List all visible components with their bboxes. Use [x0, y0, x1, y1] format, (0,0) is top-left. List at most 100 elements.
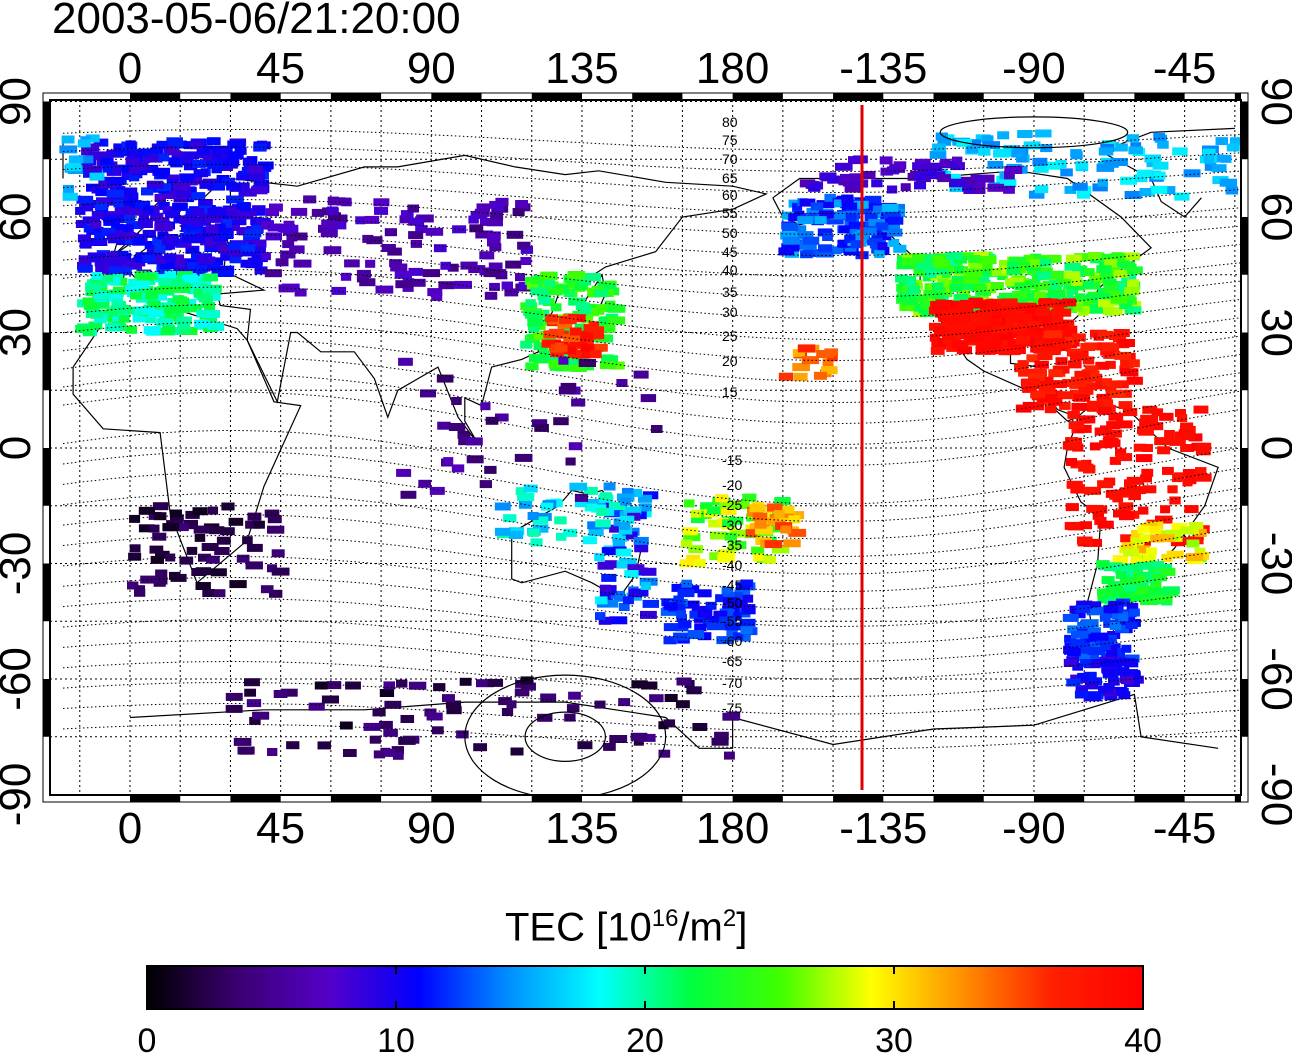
tec-cell — [583, 273, 601, 281]
tec-cell — [186, 546, 198, 555]
tec-cell — [1034, 267, 1053, 276]
tec-cell — [114, 205, 131, 214]
right-lat-tick-label: -30 — [1252, 532, 1292, 596]
tec-cell — [1100, 425, 1112, 434]
mag-contour-line — [62, 268, 1241, 320]
tec-cell — [476, 203, 490, 212]
tec-cell — [199, 199, 213, 208]
tec-cell — [94, 202, 108, 211]
tec-cell — [1080, 659, 1091, 667]
tec-cell — [853, 155, 868, 164]
tec-cell — [204, 302, 215, 310]
tec-cell — [708, 519, 725, 528]
tec-cell — [742, 493, 757, 502]
tec-cell — [718, 549, 736, 557]
tec-cell — [554, 516, 567, 525]
tec-cell — [965, 139, 982, 148]
tec-cell — [1126, 602, 1139, 611]
tec-cell — [157, 201, 170, 210]
tec-cell — [914, 172, 927, 181]
tec-cell — [264, 269, 282, 278]
tec-cell — [1116, 420, 1133, 429]
tec-cell — [888, 216, 904, 225]
tec-cell — [1041, 388, 1056, 397]
tec-cell — [80, 203, 94, 212]
tec-cell — [475, 230, 494, 239]
tec-cell — [211, 151, 223, 160]
mag-contour-line — [62, 639, 1241, 680]
tec-cell — [595, 596, 608, 605]
tec-cell — [607, 304, 626, 313]
tec-cell — [504, 288, 519, 297]
tec-cell — [697, 609, 713, 618]
tec-cell — [618, 603, 630, 611]
tec-cell — [979, 326, 996, 335]
tec-cell — [242, 157, 253, 166]
tec-cell — [1103, 282, 1119, 291]
tec-cell — [102, 164, 114, 173]
tec-cell — [129, 514, 141, 523]
tec-cell — [963, 275, 980, 284]
tec-cell — [76, 195, 94, 204]
tec-cell — [431, 726, 444, 735]
tec-cell — [1032, 157, 1048, 166]
tec-cell — [138, 506, 155, 515]
tec-cell — [649, 694, 664, 703]
tec-cell — [722, 712, 740, 721]
tec-cell — [210, 568, 227, 577]
tec-cell — [673, 595, 684, 604]
tec-cell — [150, 555, 165, 564]
tec-cell — [976, 285, 988, 294]
tec-cell — [707, 622, 725, 631]
tec-cell — [495, 413, 509, 422]
tec-cell — [1071, 278, 1083, 287]
tec-cell — [317, 741, 331, 750]
tec-cell — [1007, 339, 1019, 348]
tec-cell — [1159, 412, 1174, 421]
tec-cell — [1122, 408, 1138, 417]
tec-cell — [777, 505, 795, 514]
tec-cell — [100, 157, 114, 166]
tec-cell — [709, 531, 728, 540]
tec-cell — [970, 174, 985, 183]
tec-cell — [169, 571, 181, 580]
tec-cell — [1152, 573, 1167, 582]
tec-cell — [1004, 171, 1015, 180]
tec-cell — [503, 514, 517, 523]
tec-cell — [1059, 401, 1071, 410]
tec-cell — [565, 457, 576, 466]
tec-cell — [183, 162, 198, 171]
tec-cell — [817, 228, 833, 237]
tec-cell — [1141, 444, 1153, 452]
frame-tick-block — [1241, 448, 1248, 506]
tec-cell — [308, 702, 325, 711]
tec-cell — [960, 176, 977, 185]
tec-cell — [947, 257, 959, 266]
tec-cell — [408, 681, 427, 690]
contour-label: -75 — [722, 700, 742, 716]
tec-cell — [949, 184, 965, 192]
tec-cell — [356, 269, 371, 278]
tec-cell — [641, 681, 658, 690]
tec-cell — [199, 180, 214, 189]
tec-cell — [795, 225, 807, 234]
tec-cell — [1106, 380, 1122, 389]
tec-cell — [994, 346, 1009, 355]
tec-cell — [1109, 456, 1121, 465]
tec-cell — [154, 255, 166, 264]
tec-cell — [1087, 400, 1103, 409]
tec-cell — [515, 200, 529, 208]
tec-cell — [373, 198, 390, 207]
tec-cell — [209, 526, 225, 535]
tec-cell — [1066, 480, 1083, 489]
tec-cell — [1120, 360, 1134, 369]
tec-cell — [596, 508, 610, 516]
tec-cell — [806, 207, 820, 216]
tec-cell — [1067, 648, 1081, 657]
tec-cell — [1160, 505, 1171, 514]
tec-cell — [329, 221, 347, 230]
tec-cell — [1135, 454, 1153, 463]
tec-cell — [1032, 368, 1048, 377]
contour-label: -20 — [722, 477, 742, 493]
frame-tick-block — [43, 217, 50, 275]
